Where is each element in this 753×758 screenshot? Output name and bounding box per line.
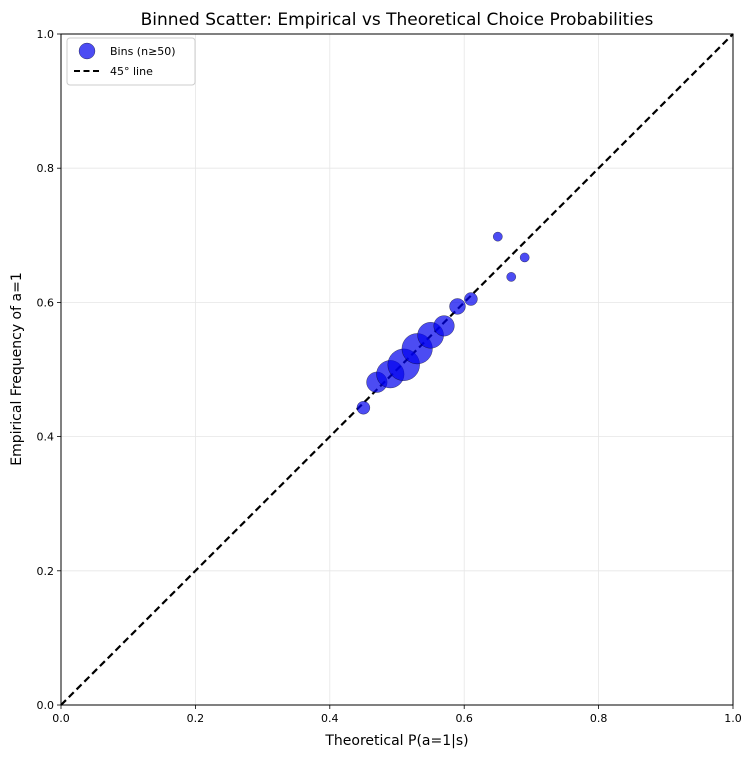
x-axis-label: Theoretical P(a=1|s) [324,733,468,749]
legend-bins-label: Bins (n≥50) [110,45,176,58]
scatter-point [356,400,371,415]
plot-frame [60,33,734,706]
legend: Bins (n≥50) 45° line [66,37,196,86]
x-tick-label: 0.2 [187,712,205,725]
legend-line-label: 45° line [110,65,153,78]
x-tick-label: 1.0 [724,712,742,725]
y-tick-label: 0.0 [37,699,55,712]
scatter-point [449,298,466,315]
legend-bins-marker [78,42,96,60]
chart-title: Binned Scatter: Empirical vs Theoretical… [141,10,654,30]
x-tick-label: 0.6 [455,712,473,725]
scatter-point [492,231,503,242]
y-tick-label: 1.0 [37,28,55,41]
scatter-points [356,231,530,415]
y-tick-label: 0.2 [37,565,55,578]
y-tick-label: 0.8 [37,162,55,175]
y-axis-label: Empirical Frequency of a=1 [9,272,25,465]
x-tick-label: 0.4 [321,712,339,725]
scatter-point [433,315,455,337]
axis-ticks: 0.0 0.2 0.4 0.6 0.8 1.0 0.0 0.2 0.4 0.6 0.8 1.0 [37,28,742,725]
y-tick-label: 0.6 [37,296,55,309]
scatter-point [464,292,478,306]
scatter-point [519,252,530,263]
x-tick-label: 0.0 [52,712,70,725]
x-tick-label: 0.8 [590,712,608,725]
legend-box [66,37,196,86]
y-tick-label: 0.4 [37,431,55,444]
scatter-point [506,272,517,282]
